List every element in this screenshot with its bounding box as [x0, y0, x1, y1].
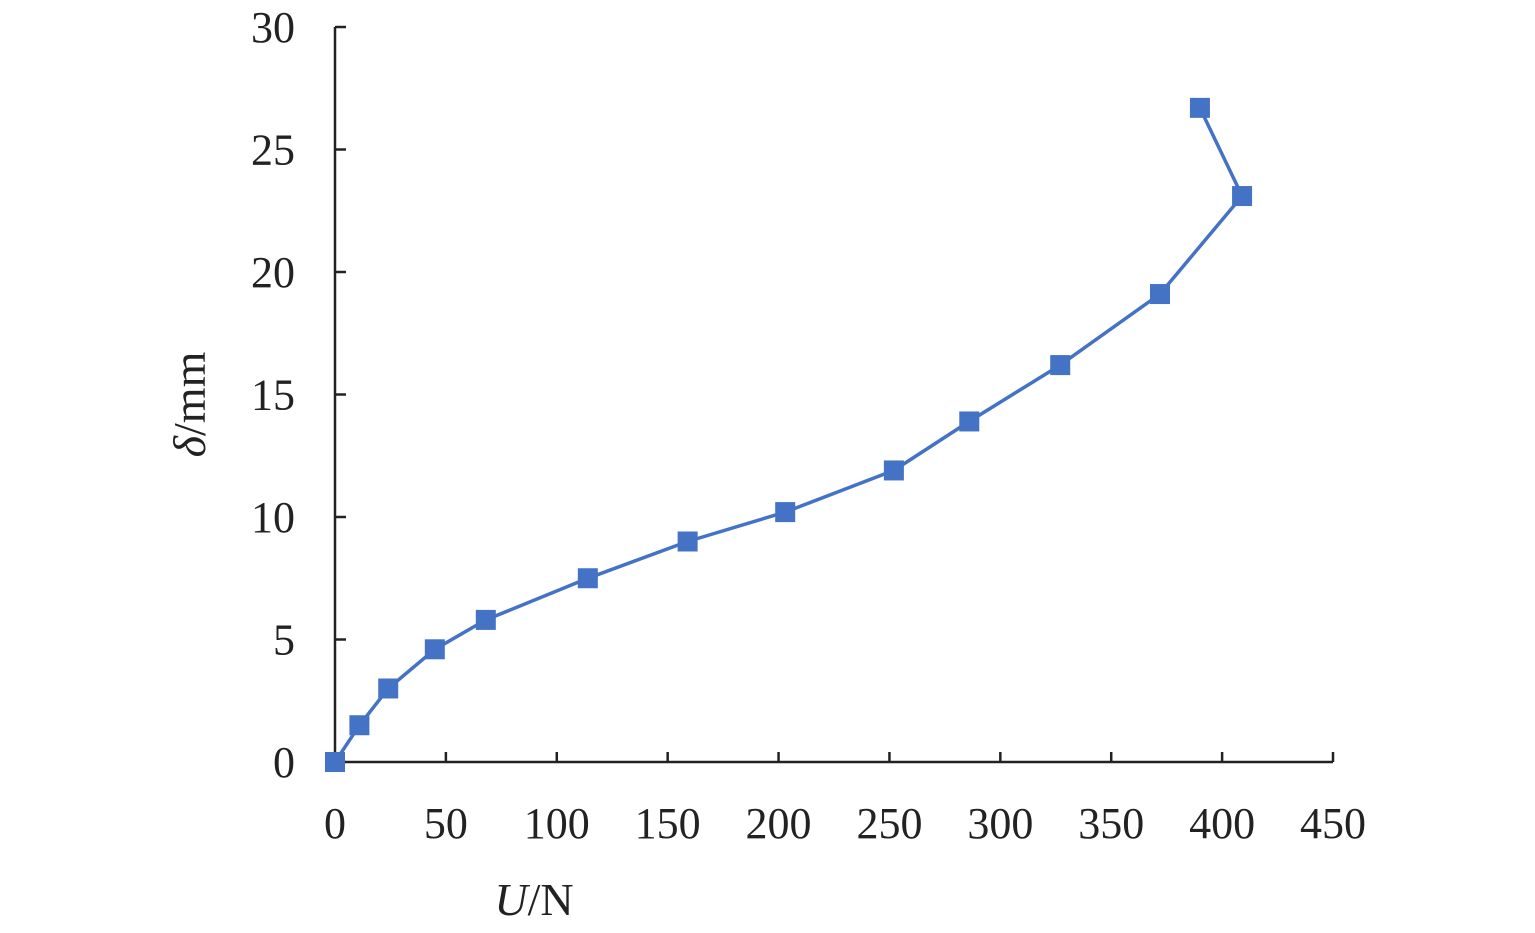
x-tick-label: 250: [856, 799, 922, 848]
data-point: [424, 639, 445, 660]
x-tick-label: 450: [1300, 799, 1366, 848]
data-point: [883, 460, 904, 481]
y-axis-title-unit: /mm: [164, 351, 215, 436]
y-axis-title: δ/mm: [164, 351, 215, 457]
x-tick-label: 300: [967, 799, 1033, 848]
y-tick-label: 0: [273, 738, 295, 787]
data-point: [677, 531, 698, 552]
x-tick-label: 150: [635, 799, 701, 848]
data-point: [349, 715, 370, 736]
data-point: [325, 752, 345, 772]
x-axis-title: U/N: [494, 874, 573, 925]
data-point: [1150, 284, 1171, 305]
series: [325, 97, 1253, 772]
x-axis-title-unit: /N: [528, 874, 574, 925]
data-point: [1189, 97, 1210, 118]
x-tick-label: 100: [524, 799, 590, 848]
y-tick-label: 20: [251, 248, 295, 297]
data-point: [775, 502, 796, 523]
y-tick-label: 5: [273, 616, 295, 665]
series-line: [333, 107, 1244, 763]
y-tick-label: 30: [251, 3, 295, 52]
y-ticks: 0 5 10 15 20 25 30: [251, 3, 346, 787]
x-tick-label: 50: [424, 799, 468, 848]
y-tick-label: 15: [251, 371, 295, 420]
data-point: [959, 411, 980, 432]
data-point: [1232, 186, 1253, 207]
series-markers: [325, 97, 1253, 772]
data-point: [577, 568, 598, 589]
data-point: [475, 609, 496, 630]
data-point: [1050, 355, 1071, 376]
x-tick-label: 350: [1078, 799, 1144, 848]
y-tick-label: 10: [251, 493, 295, 542]
x-tick-label: 400: [1189, 799, 1255, 848]
x-tick-label: 200: [746, 799, 812, 848]
y-tick-label: 25: [251, 126, 295, 175]
axes: [333, 27, 1333, 764]
x-tick-label: 0: [324, 799, 346, 848]
data-point: [378, 678, 399, 699]
x-ticks: 0 50 100 150 200 250 300 350 400 450: [324, 752, 1366, 848]
y-axis-title-symbol: δ: [164, 435, 215, 457]
x-axis-title-symbol: U: [494, 874, 530, 925]
